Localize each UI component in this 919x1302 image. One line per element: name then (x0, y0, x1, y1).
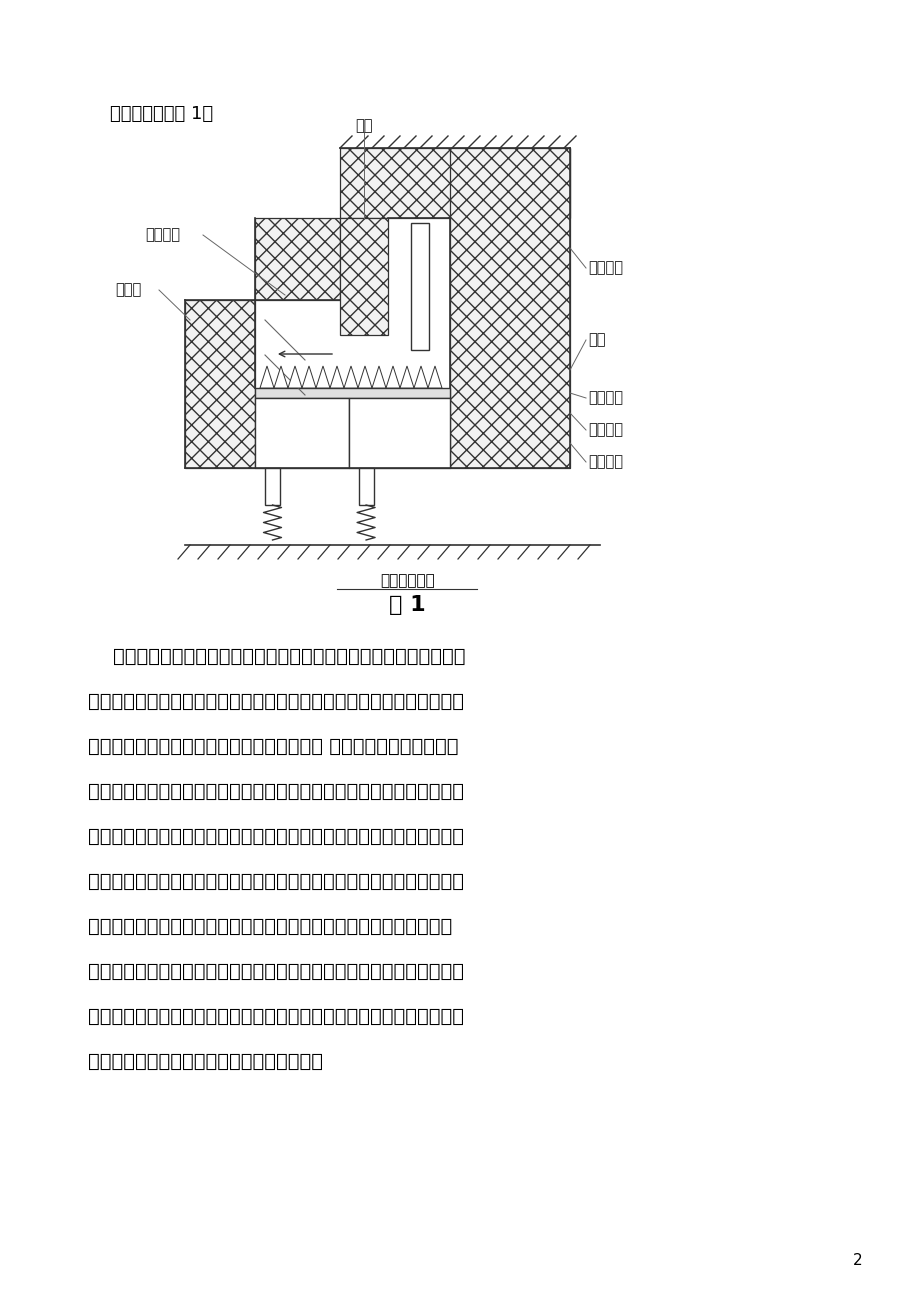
Text: 风帽底板: 风帽底板 (587, 391, 622, 405)
Polygon shape (301, 366, 315, 388)
Text: 心力的作用下，细的颗粒（灰）通过中心筒进入尾部烟道，粗颗粒被分离: 心力的作用下，细的颗粒（灰）通过中心筒进入尾部烟道，粗颗粒被分离 (88, 827, 463, 846)
Text: 松动风室: 松动风室 (587, 423, 622, 437)
Polygon shape (315, 366, 330, 388)
Polygon shape (288, 366, 301, 388)
Bar (449, 148, 570, 467)
Text: 衡运行，料封高度的自平衡作用下阻碍了炉膛烟气返窜至锅炉尾部。返料: 衡运行，料封高度的自平衡作用下阻碍了炉膛烟气返窜至锅炉尾部。返料 (88, 962, 463, 980)
Text: 2: 2 (852, 1253, 862, 1268)
Bar (255, 217, 340, 299)
Text: 返料立管: 返料立管 (587, 260, 622, 276)
Text: 风帽: 风帽 (587, 332, 605, 348)
Text: 区，可以更好的发挥返料流畅的自平衡作用。: 区，可以更好的发挥返料流畅的自平衡作用。 (88, 1052, 323, 1072)
Polygon shape (330, 366, 344, 388)
Bar (255, 388, 449, 398)
Text: 粒组成内循环与外循环，内循环颗粒组成炉膛差压的主要因素，外循环是: 粒组成内循环与外循环，内循环颗粒组成炉膛差压的主要因素，外循环是 (88, 691, 463, 711)
Bar (340, 148, 570, 217)
Bar (265, 467, 279, 505)
Text: 后落入分离器立管，颗粒在立管中形成一定高度的料封，这个高度与返料: 后落入分离器立管，颗粒在立管中形成一定高度的料封，这个高度与返料 (88, 872, 463, 891)
Polygon shape (344, 366, 357, 388)
Text: 隔板与阻隔墙高度形成的阻力及炉膛回料口压力形成外循环物料的自平: 隔板与阻隔墙高度形成的阻力及炉膛回料口压力形成外循环物料的自平 (88, 917, 452, 936)
Text: 阻隔墙: 阻隔墙 (115, 283, 142, 297)
Polygon shape (274, 366, 288, 388)
Polygon shape (357, 366, 371, 388)
Text: 返料风室: 返料风室 (587, 454, 622, 470)
Polygon shape (427, 366, 441, 388)
Text: 返料阀结构如图 1。: 返料阀结构如图 1。 (110, 105, 213, 122)
Text: 炉膛出口的颗粒被旋风分离器捕捉又回至炉膛 颗粒中的碳重新参与燃烧: 炉膛出口的颗粒被旋风分离器捕捉又回至炉膛 颗粒中的碳重新参与燃烧 (88, 737, 458, 756)
Text: 浇筑顶板: 浇筑顶板 (145, 228, 180, 242)
Text: 图 1: 图 1 (389, 595, 425, 615)
Bar (340, 217, 388, 335)
Bar (411, 223, 428, 350)
Polygon shape (260, 366, 274, 388)
Text: 以提高锅炉燃烧效率。旋风分离器因切圆方向进入携带颗粒的烟气，在离: 以提高锅炉燃烧效率。旋风分离器因切圆方向进入携带颗粒的烟气，在离 (88, 783, 463, 801)
Polygon shape (400, 366, 414, 388)
Text: 返料阀结构图: 返料阀结构图 (380, 573, 435, 589)
Polygon shape (414, 366, 427, 388)
Text: 阀风室的风帽起着阀内循环灰底部的流化作用，其风量形成一个浓度流化: 阀风室的风帽起着阀内循环灰底部的流化作用，其风量形成一个浓度流化 (88, 1006, 463, 1026)
Text: 循环流化床锅炉的炉内传热以颗粒对流换热为主，不同筛分粒度的颗: 循环流化床锅炉的炉内传热以颗粒对流换热为主，不同筛分粒度的颗 (88, 647, 465, 667)
Bar (358, 467, 373, 505)
Polygon shape (386, 366, 400, 388)
Bar (255, 398, 348, 467)
Text: 隔版: 隔版 (355, 118, 372, 133)
Bar (185, 299, 255, 467)
Bar (348, 398, 449, 467)
Polygon shape (371, 366, 386, 388)
